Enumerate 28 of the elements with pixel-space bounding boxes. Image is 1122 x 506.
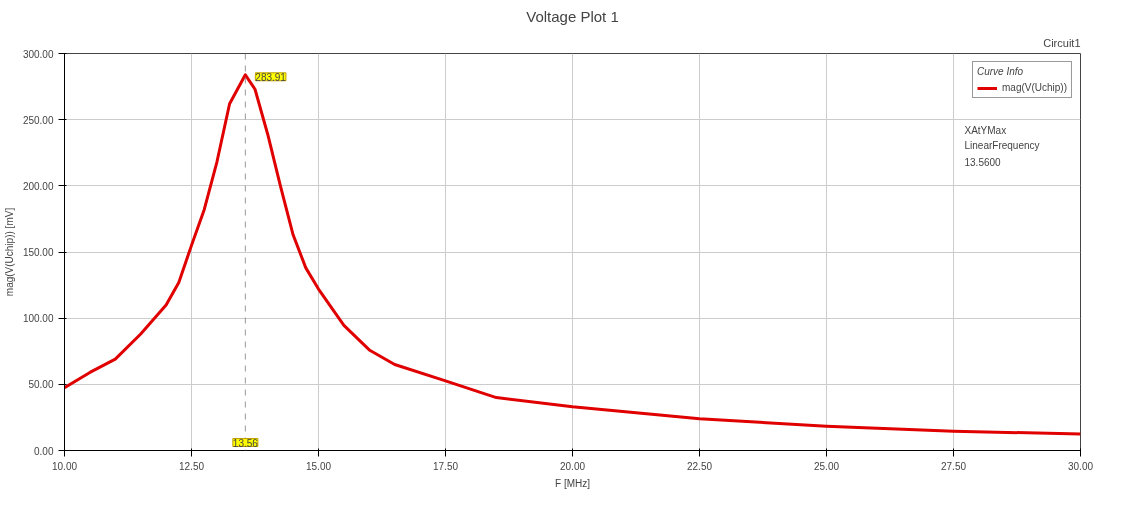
x-tick-label: 20.00 [559, 460, 586, 472]
y-tick-label: 150.00 [22, 247, 54, 258]
legend-title: Curve Info [976, 66, 1025, 77]
x-tick-label: 12.50 [178, 460, 205, 472]
x-tick-label: 10.00 [51, 460, 78, 472]
y-tick-label: 200.00 [22, 180, 54, 192]
chart-title: Voltage Plot 1 [526, 7, 619, 25]
x-tick-label: 22.50 [686, 460, 713, 472]
legend-label: mag(V(Uchip)) [1001, 82, 1067, 93]
x-axis-title: F [MHz] [555, 477, 591, 489]
annotation: 283.91 [255, 71, 287, 83]
x-tick-label: 15.00 [305, 460, 332, 472]
annotation: XAtYMax [964, 124, 1007, 136]
annotation: 13.5600 [964, 156, 1002, 168]
x-tick-label: 17.50 [432, 460, 459, 472]
y-tick-label: 100.00 [22, 313, 54, 325]
y-tick-label: 50.00 [28, 379, 54, 391]
y-axis-title: mag(V(Uchip)) [mV] [3, 207, 15, 297]
x-tick-label: 30.00 [1067, 460, 1094, 472]
ref-line-label: 13.56 [232, 437, 259, 449]
x-tick-label: 25.00 [813, 460, 840, 472]
x-tick-label: 27.50 [940, 460, 967, 472]
y-tick-label: 250.00 [22, 114, 54, 126]
y-tick-label: 0.00 [34, 445, 54, 457]
line-series [64, 73, 1081, 436]
y-tick-label: 300.00 [22, 48, 54, 60]
annotation: LinearFrequency [964, 139, 1040, 151]
text: Circuit1 [1043, 36, 1081, 49]
